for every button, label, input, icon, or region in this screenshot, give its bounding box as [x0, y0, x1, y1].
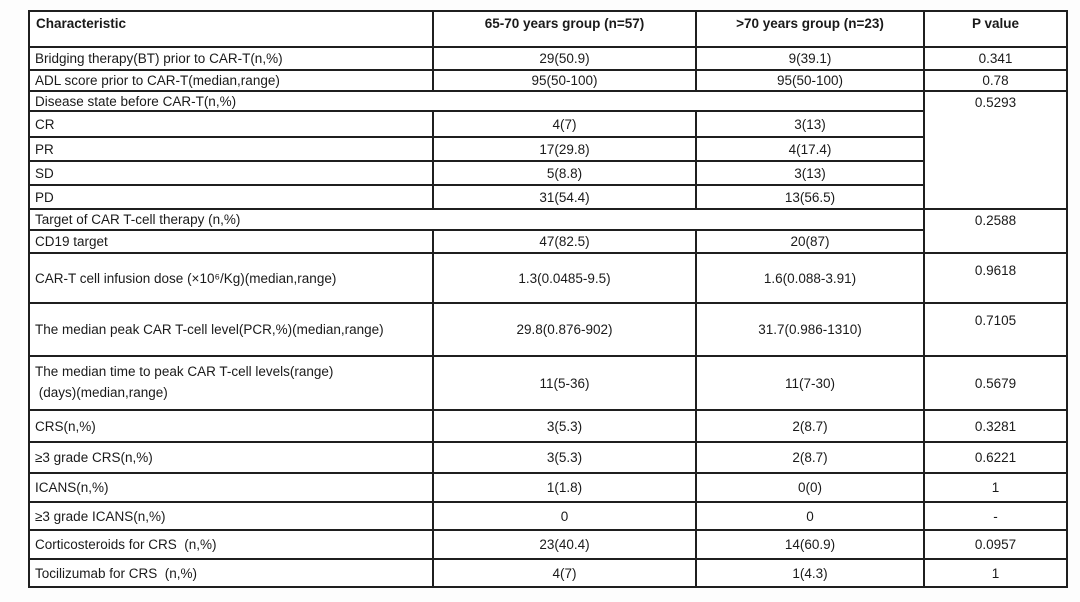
row-label: CAR-T cell infusion dose (×10⁶/Kg)(media… [28, 252, 434, 304]
column-header-group-over-70: >70 years group (n=23) [695, 10, 925, 48]
p-value: 0.5679 [923, 355, 1068, 411]
p-value: 0.6221 [923, 441, 1068, 474]
group1-value: 47(82.5) [432, 229, 697, 254]
section-label: Disease state before CAR-T(n,%) [28, 90, 925, 112]
p-value: - [923, 501, 1068, 531]
row-label: SD [28, 160, 434, 186]
table-row: ≥3 grade CRS(n,%) 3(5.3) 2(8.7) 0.6221 [28, 441, 1068, 474]
group1-value: 11(5-36) [432, 355, 697, 411]
table-row: Tocilizumab for CRS (n,%) 4(7) 1(4.3) 1 [28, 558, 1068, 588]
row-label: PR [28, 136, 434, 162]
group2-value: 0(0) [695, 472, 925, 503]
table-row: ICANS(n,%) 1(1.8) 0(0) 1 [28, 472, 1068, 503]
table-row: PD 31(54.4) 13(56.5) [28, 184, 1067, 210]
group2-value: 95(50-100) [695, 69, 925, 92]
row-label: Corticosteroids for CRS (n,%) [28, 529, 434, 560]
group2-value: 2(8.7) [695, 409, 925, 443]
table-row: CAR-T cell infusion dose (×10⁶/Kg)(media… [28, 252, 1068, 304]
group2-value: 31.7(0.986-1310) [695, 302, 925, 357]
row-label: ADL score prior to CAR-T(median,range) [28, 69, 434, 92]
group1-value: 3(5.3) [432, 441, 697, 474]
table-row: The median time to peak CAR T-cell level… [28, 355, 1068, 411]
p-value: 0.9618 [923, 252, 1068, 304]
group2-value: 3(13) [695, 160, 925, 186]
table-row: CRS(n,%) 3(5.3) 2(8.7) 0.3281 [28, 409, 1068, 443]
group1-value: 29.8(0.876-902) [432, 302, 697, 357]
row-label: The median peak CAR T-cell level(PCR,%)(… [28, 302, 434, 357]
patient-characteristics-table: Characteristic 65-70 years group (n=57) … [28, 10, 1068, 588]
group2-value: 3(13) [695, 110, 925, 138]
group1-value: 4(7) [432, 110, 697, 138]
table-row: CR 4(7) 3(13) [28, 110, 1067, 138]
group1-value: 5(8.8) [432, 160, 697, 186]
p-value: 0.2588 [923, 208, 1068, 254]
group1-value: 31(54.4) [432, 184, 697, 210]
p-value: 1 [923, 472, 1068, 503]
column-header-p-value: P value [923, 10, 1068, 48]
section-row: Target of CAR T-cell therapy (n,%) 0.258… [28, 208, 1068, 254]
table-row: Corticosteroids for CRS (n,%) 23(40.4) 1… [28, 529, 1068, 560]
section-label: Target of CAR T-cell therapy (n,%) [28, 208, 925, 231]
group1-value: 1.3(0.0485-9.5) [432, 252, 697, 304]
p-value: 0.78 [923, 69, 1068, 92]
group1-value: 1(1.8) [432, 472, 697, 503]
table-row: SD 5(8.8) 3(13) [28, 160, 1067, 186]
row-label: CR [28, 110, 434, 138]
group2-value: 11(7-30) [695, 355, 925, 411]
header-row: Characteristic 65-70 years group (n=57) … [28, 10, 1068, 48]
group1-value: 3(5.3) [432, 409, 697, 443]
table-row: Bridging therapy(BT) prior to CAR-T(n,%)… [28, 46, 1068, 71]
row-label: PD [28, 184, 434, 210]
group1-value: 4(7) [432, 558, 697, 588]
p-value: 0.3281 [923, 409, 1068, 443]
group1-value: 0 [432, 501, 697, 531]
group2-value: 13(56.5) [695, 184, 925, 210]
table-row: ADL score prior to CAR-T(median,range) 9… [28, 69, 1068, 92]
column-header-group-65-70: 65-70 years group (n=57) [432, 10, 697, 48]
section-row: Disease state before CAR-T(n,%) 0.5293 [28, 90, 1068, 210]
row-label: Bridging therapy(BT) prior to CAR-T(n,%) [28, 46, 434, 71]
p-value: 1 [923, 558, 1068, 588]
group2-value: 1.6(0.088-3.91) [695, 252, 925, 304]
group1-value: 17(29.8) [432, 136, 697, 162]
group2-value: 1(4.3) [695, 558, 925, 588]
p-value: 0.7105 [923, 302, 1068, 357]
table-row: PR 17(29.8) 4(17.4) [28, 136, 1067, 162]
group1-value: 95(50-100) [432, 69, 697, 92]
group1-value: 23(40.4) [432, 529, 697, 560]
row-label: ≥3 grade ICANS(n,%) [28, 501, 434, 531]
p-value: 0.5293 [923, 90, 1068, 210]
row-label: ≥3 grade CRS(n,%) [28, 441, 434, 474]
row-label: CD19 target [28, 229, 434, 254]
group2-value: 4(17.4) [695, 136, 925, 162]
group1-value: 29(50.9) [432, 46, 697, 71]
table-row: CD19 target 47(82.5) 20(87) [28, 229, 1067, 254]
group2-value: 0 [695, 501, 925, 531]
p-value: 0.0957 [923, 529, 1068, 560]
row-label: The median time to peak CAR T-cell level… [28, 355, 434, 411]
p-value: 0.341 [923, 46, 1068, 71]
table-row: ≥3 grade ICANS(n,%) 0 0 - [28, 501, 1068, 531]
row-label: Tocilizumab for CRS (n,%) [28, 558, 434, 588]
group2-value: 14(60.9) [695, 529, 925, 560]
group2-value: 2(8.7) [695, 441, 925, 474]
table-row: The median peak CAR T-cell level(PCR,%)(… [28, 302, 1068, 357]
group2-value: 20(87) [695, 229, 925, 254]
group2-value: 9(39.1) [695, 46, 925, 71]
row-label: ICANS(n,%) [28, 472, 434, 503]
column-header-characteristic: Characteristic [28, 10, 434, 48]
row-label: CRS(n,%) [28, 409, 434, 443]
